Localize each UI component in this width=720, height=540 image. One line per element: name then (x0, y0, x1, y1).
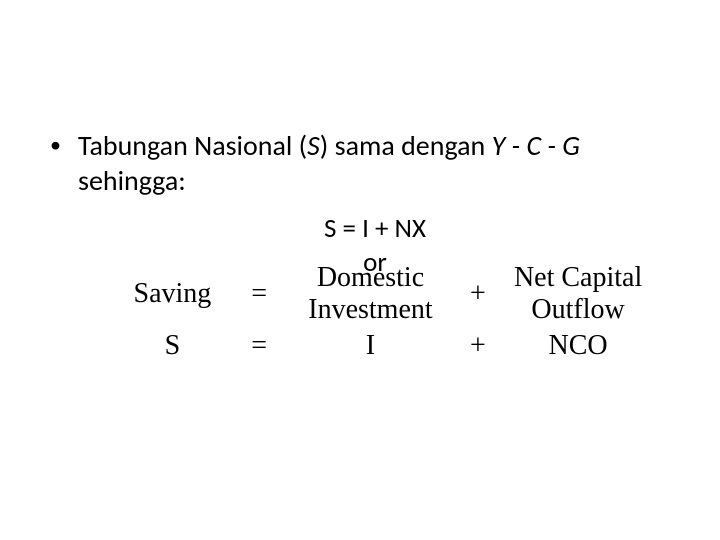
cell-I: I (281, 328, 459, 364)
cell-plus-2: + (460, 328, 497, 364)
equation-line-1: S = I + NX (60, 212, 690, 246)
cell-equals-2: = (237, 328, 282, 364)
cell-di-line2: Investment (308, 294, 432, 325)
bullet-text: Tabungan Nasional (S) sama dengan Y - C … (78, 128, 680, 198)
cell-S: S (108, 328, 237, 364)
bullet-text-mid: ) sama dengan (320, 128, 492, 163)
bullet-marker: • (50, 128, 78, 159)
bullet-text-rhs: Y - C - G (492, 128, 580, 163)
cell-NCO: NCO (496, 328, 660, 364)
slide-body: • Tabungan Nasional (S) sama dengan Y - … (0, 0, 720, 540)
bullet-text-line2: sehingga: (78, 163, 186, 198)
cell-nco-line2: Outflow (531, 294, 624, 325)
bullet-text-S: S (307, 128, 320, 163)
bullet-item: • Tabungan Nasional (S) sama dengan Y - … (50, 128, 680, 198)
equation-table-row-symbols: S = I + NCO (108, 328, 660, 364)
bullet-text-pre: Tabungan Nasional ( (78, 128, 307, 163)
equation-or: or (60, 246, 690, 280)
